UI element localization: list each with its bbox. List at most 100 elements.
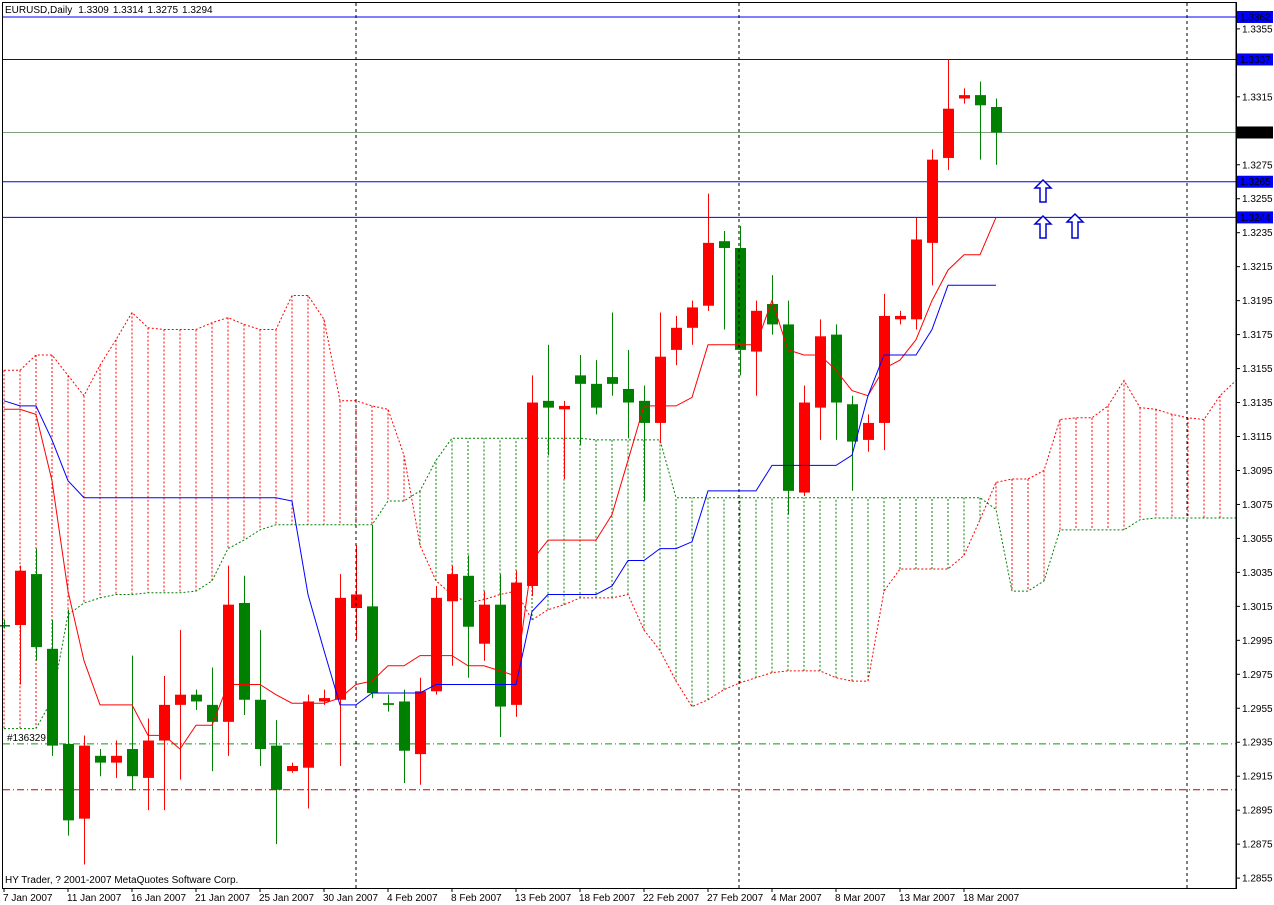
candle-body [63, 743, 74, 821]
y-tick-label: 1.3115 [1242, 432, 1272, 443]
candle-body [367, 606, 378, 693]
candle-body [111, 755, 122, 763]
candle-body [751, 310, 762, 352]
x-tick-label: 4 Mar 2007 [771, 893, 822, 904]
candle-body [303, 701, 314, 768]
order-label: #136329 [7, 733, 46, 744]
y-tick-label: 1.3275 [1242, 160, 1273, 171]
candle-body [415, 691, 426, 755]
candle-body [671, 327, 682, 350]
candle-body [15, 570, 26, 626]
candle-body [639, 400, 650, 423]
candle-body [79, 745, 90, 819]
price-label: 1.3294 [1240, 128, 1271, 139]
candle-body [847, 404, 858, 442]
x-tick-label: 13 Feb 2007 [515, 893, 572, 904]
y-tick-label: 1.3095 [1242, 466, 1273, 477]
candle-body [623, 388, 634, 403]
candle-body [399, 701, 410, 751]
candle-body [879, 315, 890, 423]
candle-body [959, 95, 970, 99]
candle-body [703, 242, 714, 306]
candle-body [511, 582, 522, 705]
arrows [1033, 178, 1085, 239]
header: EURUSD,Daily 1.3309 1.3314 1.3275 1.3294 [5, 5, 213, 16]
candle-body [431, 597, 442, 692]
up-arrow [1065, 212, 1085, 239]
candle-body [383, 703, 394, 705]
candle-body [799, 402, 810, 493]
candle-body [687, 307, 698, 328]
candle-body [0, 625, 10, 627]
candle-body [351, 594, 362, 609]
x-tick-label: 27 Feb 2007 [707, 893, 764, 904]
candle-body [767, 304, 778, 325]
candle-body [831, 334, 842, 403]
candle-body [943, 108, 954, 158]
x-tick-label: 18 Mar 2007 [963, 893, 1020, 904]
candle-body [127, 749, 138, 777]
candle-body [815, 336, 826, 408]
price-label-box [1237, 53, 1273, 66]
price-label: 1.3244 [1240, 213, 1271, 224]
candle-body [287, 766, 298, 772]
candle-body [527, 402, 538, 586]
x-tick-label: 21 Jan 2007 [195, 893, 250, 904]
candle-body [271, 745, 282, 790]
y-tick-label: 1.3355 [1242, 24, 1273, 35]
candle-body [895, 315, 906, 320]
y-tick-label: 1.3215 [1242, 262, 1273, 273]
y-tick-label: 1.3195 [1242, 296, 1273, 307]
up-arrow [1033, 214, 1053, 239]
x-tick-label: 8 Feb 2007 [451, 893, 502, 904]
x-tick-label: 13 Mar 2007 [899, 893, 956, 904]
y-tick-label: 1.3015 [1242, 602, 1273, 613]
candle-body [207, 704, 218, 722]
candle-body [911, 239, 922, 320]
candle-body [607, 377, 618, 384]
candle-body [143, 740, 154, 778]
candle-body [191, 694, 202, 702]
candle-body [975, 95, 986, 106]
high-value: 1.3314 [113, 5, 144, 16]
y-tick-label: 1.3155 [1242, 364, 1273, 375]
x-tick-label: 16 Jan 2007 [131, 893, 186, 904]
x-tick-label: 7 Jan 2007 [3, 893, 53, 904]
indicator-line [4, 217, 997, 750]
y-tick-label: 1.3075 [1242, 500, 1273, 511]
y-tick-label: 1.3255 [1242, 194, 1273, 205]
y-tick-label: 1.3235 [1242, 228, 1273, 239]
y-tick-label: 1.2935 [1242, 738, 1273, 749]
y-tick-label: 1.2895 [1242, 806, 1273, 817]
price-label: 1.3337 [1240, 55, 1271, 66]
candle-body [175, 694, 186, 705]
price-label-box [1237, 175, 1273, 188]
candle-body [335, 597, 346, 700]
plot-area: #136329 [0, 16, 1237, 865]
candle-body [655, 356, 666, 423]
y-tick-label: 1.3035 [1242, 568, 1273, 579]
candle-body [735, 247, 746, 350]
x-tick-label: 4 Feb 2007 [387, 893, 438, 904]
y-tick-label: 1.3175 [1242, 330, 1273, 341]
candle-body [159, 704, 170, 741]
y-tick-label: 1.2975 [1242, 670, 1273, 681]
close-value: 1.3294 [182, 5, 213, 16]
candle-body [495, 604, 506, 707]
x-tick-label: 25 Jan 2007 [259, 893, 314, 904]
price-label-box [1237, 10, 1273, 23]
up-arrow [1033, 178, 1053, 203]
candle-body [47, 648, 58, 746]
candle-body [463, 575, 474, 627]
indicator-line [3, 284, 996, 706]
price-label-box [1237, 126, 1273, 139]
candle-body [927, 159, 938, 243]
candle-body [559, 405, 570, 410]
candle-body [479, 604, 490, 644]
x-tick-label: 11 Jan 2007 [67, 893, 122, 904]
x-tick-label: 18 Feb 2007 [579, 893, 636, 904]
price-label: 1.3362 [1240, 12, 1271, 23]
price-label: 1.3265 [1240, 177, 1271, 188]
